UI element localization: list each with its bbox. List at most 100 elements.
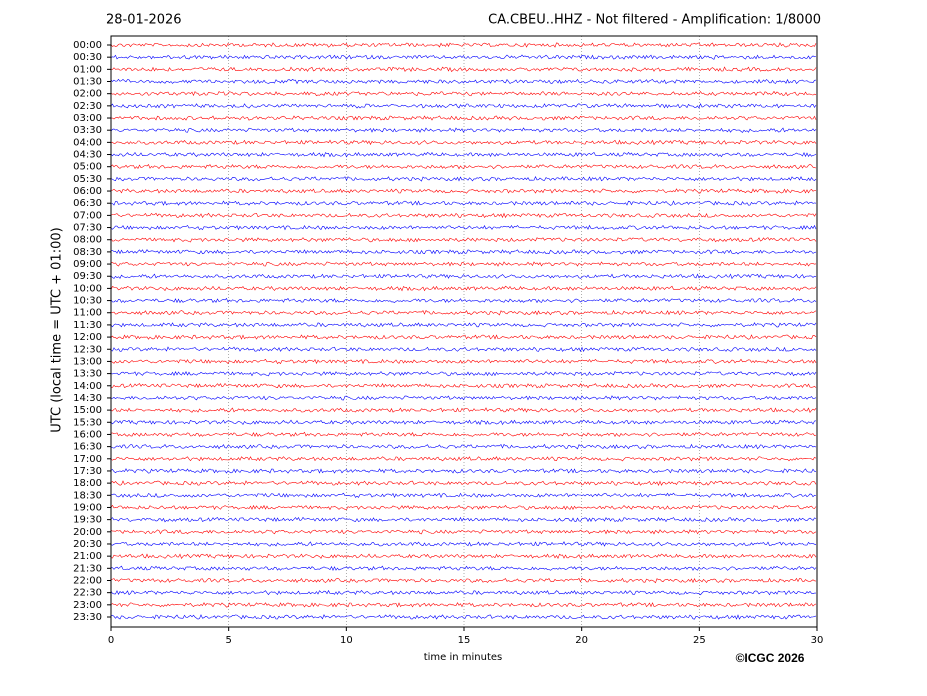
trace bbox=[110, 103, 817, 109]
trace bbox=[110, 504, 817, 511]
trace bbox=[110, 249, 817, 255]
y-tick-label: 19:00 bbox=[73, 502, 102, 513]
trace bbox=[110, 529, 817, 535]
trace bbox=[110, 297, 817, 304]
y-tick-label: 00:30 bbox=[73, 52, 102, 63]
trace bbox=[110, 589, 816, 596]
y-tick-label: 13:00 bbox=[73, 356, 102, 367]
copyright: ©ICGC 2026 bbox=[736, 651, 805, 665]
trace bbox=[110, 322, 817, 328]
y-tick-label: 20:00 bbox=[73, 527, 102, 538]
trace bbox=[111, 565, 817, 571]
y-tick-label: 14:30 bbox=[73, 393, 102, 404]
plot-frame bbox=[110, 35, 818, 628]
trace bbox=[110, 151, 817, 158]
y-tick-label: 11:00 bbox=[73, 308, 102, 319]
trace bbox=[110, 480, 817, 486]
trace bbox=[110, 224, 817, 231]
y-tick-label: 17:30 bbox=[73, 466, 102, 477]
trace bbox=[110, 541, 817, 547]
trace bbox=[110, 602, 817, 608]
trace bbox=[110, 42, 817, 48]
trace bbox=[110, 139, 817, 146]
y-tick-label: 01:00 bbox=[73, 64, 102, 75]
trace bbox=[110, 516, 817, 523]
trace bbox=[110, 237, 817, 243]
trace bbox=[110, 492, 817, 499]
y-tick-label: 15:30 bbox=[73, 417, 102, 428]
y-tick-label: 00:00 bbox=[73, 40, 102, 51]
trace bbox=[110, 127, 817, 133]
y-tick-label: 23:00 bbox=[73, 600, 102, 611]
y-tick-label: 12:30 bbox=[73, 344, 102, 355]
trace bbox=[110, 468, 816, 474]
y-tick-label: 15:00 bbox=[73, 405, 102, 416]
x-axis-label: time in minutes bbox=[424, 652, 503, 663]
x-tick-label: 5 bbox=[225, 635, 231, 646]
trace bbox=[110, 188, 817, 194]
y-tick-label: 11:30 bbox=[73, 320, 102, 331]
y-tick-label: 21:30 bbox=[73, 563, 102, 574]
y-tick-label: 19:30 bbox=[73, 515, 102, 526]
y-tick-label: 10:30 bbox=[73, 296, 102, 307]
date-title: 28-01-2026 bbox=[106, 13, 182, 28]
trace bbox=[110, 431, 817, 438]
trace bbox=[110, 407, 817, 414]
y-tick-label: 16:00 bbox=[73, 429, 102, 440]
y-tick-label: 16:30 bbox=[73, 442, 102, 453]
trace bbox=[110, 261, 817, 267]
trace bbox=[110, 382, 817, 389]
trace bbox=[110, 370, 817, 377]
y-axis-label: UTC (local time = UTC + 01:00) bbox=[50, 227, 65, 432]
y-tick-label: 23:30 bbox=[73, 612, 102, 623]
trace bbox=[110, 456, 817, 462]
y-tick-label: 22:30 bbox=[73, 588, 102, 599]
trace bbox=[110, 90, 817, 97]
trace bbox=[110, 54, 817, 60]
y-tick-label: 06:00 bbox=[73, 186, 102, 197]
y-tick-label: 09:00 bbox=[73, 259, 102, 270]
y-tick-label: 21:00 bbox=[73, 551, 102, 562]
trace bbox=[110, 334, 817, 340]
y-tick-label: 08:30 bbox=[73, 247, 102, 258]
trace bbox=[110, 115, 817, 121]
trace bbox=[110, 175, 817, 182]
y-tick-label: 13:30 bbox=[73, 369, 102, 380]
trace bbox=[110, 346, 817, 353]
y-tick-label: 07:00 bbox=[73, 210, 102, 221]
trace bbox=[110, 395, 817, 401]
trace bbox=[110, 309, 817, 316]
trace bbox=[110, 78, 817, 85]
y-tick-label: 05:00 bbox=[73, 162, 102, 173]
y-tick-label: 22:00 bbox=[73, 575, 102, 586]
trace bbox=[110, 273, 817, 280]
y-tick-label: 20:30 bbox=[73, 539, 102, 550]
y-tick-label: 14:00 bbox=[73, 381, 102, 392]
trace bbox=[110, 163, 817, 170]
x-tick-label: 30 bbox=[811, 635, 824, 646]
y-tick-label: 12:00 bbox=[73, 332, 102, 343]
y-tick-label: 04:00 bbox=[73, 137, 102, 148]
trace bbox=[110, 577, 817, 584]
trace bbox=[110, 285, 817, 292]
y-tick-label: 01:30 bbox=[73, 77, 102, 88]
y-tick-label: 03:30 bbox=[73, 125, 102, 136]
y-tick-label: 17:00 bbox=[73, 454, 102, 465]
trace bbox=[110, 553, 817, 560]
y-tick-label: 05:30 bbox=[73, 174, 102, 185]
station-title: CA.CBEU..HHZ - Not filtered - Amplificat… bbox=[488, 13, 821, 28]
x-tick-label: 20 bbox=[575, 635, 588, 646]
y-tick-label: 09:30 bbox=[73, 271, 102, 282]
y-tick-label: 02:30 bbox=[73, 101, 102, 112]
y-tick-label: 04:30 bbox=[73, 150, 102, 161]
trace bbox=[110, 614, 817, 620]
trace bbox=[111, 66, 817, 72]
y-tick-label: 08:00 bbox=[73, 235, 102, 246]
y-tick-label: 10:00 bbox=[73, 283, 102, 294]
trace bbox=[110, 358, 817, 365]
trace bbox=[110, 419, 817, 426]
x-tick-label: 15 bbox=[458, 635, 471, 646]
trace bbox=[110, 212, 817, 219]
trace bbox=[111, 200, 817, 206]
